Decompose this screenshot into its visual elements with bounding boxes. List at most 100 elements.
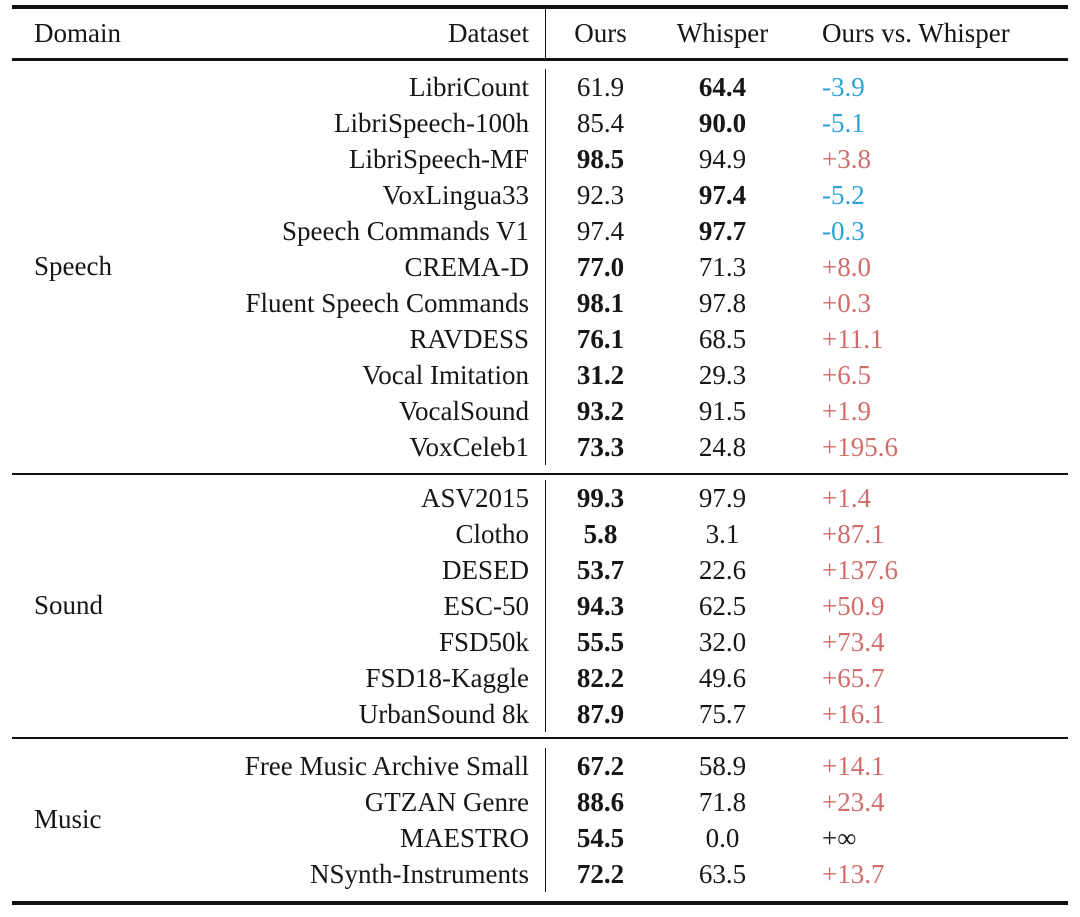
delta-value: -5.2 — [822, 179, 865, 210]
delta-value: -0.3 — [822, 215, 865, 246]
section-music: Music Free Music Archive Small 67.2 58.9 +1… — [12, 739, 1068, 901]
ours-score: 92.3 — [545, 176, 655, 213]
whisper-score: 71.8 — [698, 786, 747, 817]
whisper-score: 32.0 — [698, 626, 747, 657]
dataset-name: LibriSpeech-100h — [334, 107, 529, 138]
column-header-ours: Ours — [545, 9, 655, 58]
ours-score: 31.2 — [545, 356, 655, 393]
dataset-name: FSD50k — [438, 626, 529, 657]
section-separator-rule — [12, 736, 1068, 739]
whisper-score: 91.5 — [698, 395, 747, 426]
delta-value: +1.9 — [822, 395, 871, 426]
ours-score: 93.2 — [545, 392, 655, 429]
dataset-name: VoxCeleb1 — [409, 431, 530, 462]
ours-score: 55.5 — [545, 623, 655, 660]
table-row: GTZAN Genre 88.6 71.8 +23.4 — [190, 783, 1068, 820]
delta-value: +87.1 — [822, 518, 885, 549]
delta-value: +3.8 — [822, 143, 871, 174]
ours-score: 73.3 — [545, 428, 655, 465]
whisper-score: 62.5 — [698, 590, 747, 621]
ours-score: 94.3 — [545, 587, 655, 624]
whisper-score: 97.9 — [698, 482, 747, 513]
table-row: Free Music Archive Small 67.2 58.9 +14.1 — [190, 747, 1068, 784]
column-header-ours-vs-whisper: Ours vs. Whisper — [822, 18, 1010, 48]
ours-score: 76.1 — [545, 320, 655, 357]
table-row: VoxCeleb1 73.3 24.8 +195.6 — [190, 428, 1068, 465]
dataset-name: VocalSound — [398, 395, 529, 426]
dataset-name: LibriSpeech-MF — [349, 143, 529, 174]
whisper-score: 97.8 — [698, 287, 747, 318]
ours-score: 5.8 — [545, 515, 655, 552]
table-row: NSynth-Instruments 72.2 63.5 +13.7 — [190, 855, 1068, 892]
dataset-name: Speech Commands V1 — [282, 215, 529, 246]
column-header-whisper: Whisper — [676, 18, 769, 48]
ours-score: 54.5 — [545, 819, 655, 856]
whisper-score: 22.6 — [698, 554, 747, 585]
sound-rows: ASV2015 99.3 97.9 +1.4 Clotho 5.8 3.1 +87.1 DESE… — [190, 479, 1068, 732]
table-row: Vocal Imitation 31.2 29.3 +6.5 — [190, 356, 1068, 393]
whisper-score: 63.5 — [698, 858, 747, 889]
column-header-domain: Domain — [34, 18, 121, 48]
table-row: LibriSpeech-MF 98.5 94.9 +3.8 — [190, 140, 1068, 177]
delta-value: +1.4 — [822, 482, 871, 513]
domain-label-music: Music — [34, 804, 102, 834]
whisper-score: 97.7 — [698, 215, 747, 246]
section-sound: Sound ASV2015 99.3 97.9 +1.4 Clotho 5.8 3.1 +87… — [12, 475, 1068, 737]
table-row: VoxLingua33 92.3 97.4 -5.2 — [190, 176, 1068, 213]
ours-score: 61.9 — [545, 68, 655, 105]
whisper-score: 3.1 — [705, 518, 740, 549]
dataset-name: LibriCount — [409, 71, 529, 102]
delta-value: -3.9 — [822, 71, 865, 102]
section-speech: Speech LibriCount 61.9 64.4 -3.9 LibriSpeech… — [12, 61, 1068, 473]
table-row: FSD18-Kaggle 82.2 49.6 +65.7 — [190, 659, 1068, 696]
dataset-name: CREMA-D — [404, 251, 529, 282]
whisper-score: 24.8 — [698, 431, 747, 462]
dataset-name: UrbanSound 8k — [358, 698, 529, 729]
delta-value: +16.1 — [822, 698, 885, 729]
whisper-score: 90.0 — [698, 107, 747, 138]
whisper-score: 29.3 — [698, 359, 747, 390]
delta-value: +8.0 — [822, 251, 871, 282]
ours-score: 77.0 — [545, 248, 655, 285]
delta-value: +11.1 — [822, 323, 884, 354]
ours-score: 67.2 — [545, 747, 655, 784]
table-row: UrbanSound 8k 87.9 75.7 +16.1 — [190, 695, 1068, 732]
table-row: DESED 53.7 22.6 +137.6 — [190, 551, 1068, 588]
delta-value: +50.9 — [822, 590, 885, 621]
delta-value: +∞ — [822, 822, 857, 853]
ours-score: 99.3 — [545, 479, 655, 516]
whisper-score: 75.7 — [698, 698, 747, 729]
ours-score: 97.4 — [545, 212, 655, 249]
ours-score: 72.2 — [545, 855, 655, 892]
delta-value: +137.6 — [822, 554, 898, 585]
table-header-row: Domain Dataset Ours Whisper Ours vs. Whi… — [12, 9, 1068, 58]
table-row: MAESTRO 54.5 0.0 +∞ — [190, 819, 1068, 856]
table-row: FSD50k 55.5 32.0 +73.4 — [190, 623, 1068, 660]
table-row: VocalSound 93.2 91.5 +1.9 — [190, 392, 1068, 429]
domain-label-speech: Speech — [34, 251, 112, 281]
ours-score: 88.6 — [545, 783, 655, 820]
table-row: RAVDESS 76.1 68.5 +11.1 — [190, 320, 1068, 357]
header-separator-rule — [12, 58, 1068, 61]
delta-value: +6.5 — [822, 359, 871, 390]
table-row: LibriSpeech-100h 85.4 90.0 -5.1 — [190, 104, 1068, 141]
delta-value: +65.7 — [822, 662, 885, 693]
section-separator-rule — [12, 472, 1068, 475]
bottom-rule — [12, 900, 1068, 905]
whisper-score: 58.9 — [698, 750, 747, 781]
dataset-name: DESED — [442, 554, 529, 585]
dataset-name: GTZAN Genre — [364, 786, 529, 817]
ours-score: 98.1 — [545, 284, 655, 321]
delta-value: +23.4 — [822, 786, 885, 817]
ours-score: 98.5 — [545, 140, 655, 177]
music-rows: Free Music Archive Small 67.2 58.9 +14.1 GTZ… — [190, 747, 1068, 892]
whisper-score: 64.4 — [698, 71, 747, 102]
speech-rows: LibriCount 61.9 64.4 -3.9 LibriSpeech-100h 85… — [190, 68, 1068, 465]
whisper-score: 0.0 — [705, 822, 740, 853]
domain-label-sound: Sound — [34, 590, 104, 620]
dataset-name: ASV2015 — [420, 482, 529, 513]
whisper-score: 94.9 — [698, 143, 747, 174]
top-rule — [12, 5, 1068, 9]
dataset-name: Free Music Archive Small — [244, 750, 529, 781]
delta-value: +195.6 — [822, 431, 898, 462]
